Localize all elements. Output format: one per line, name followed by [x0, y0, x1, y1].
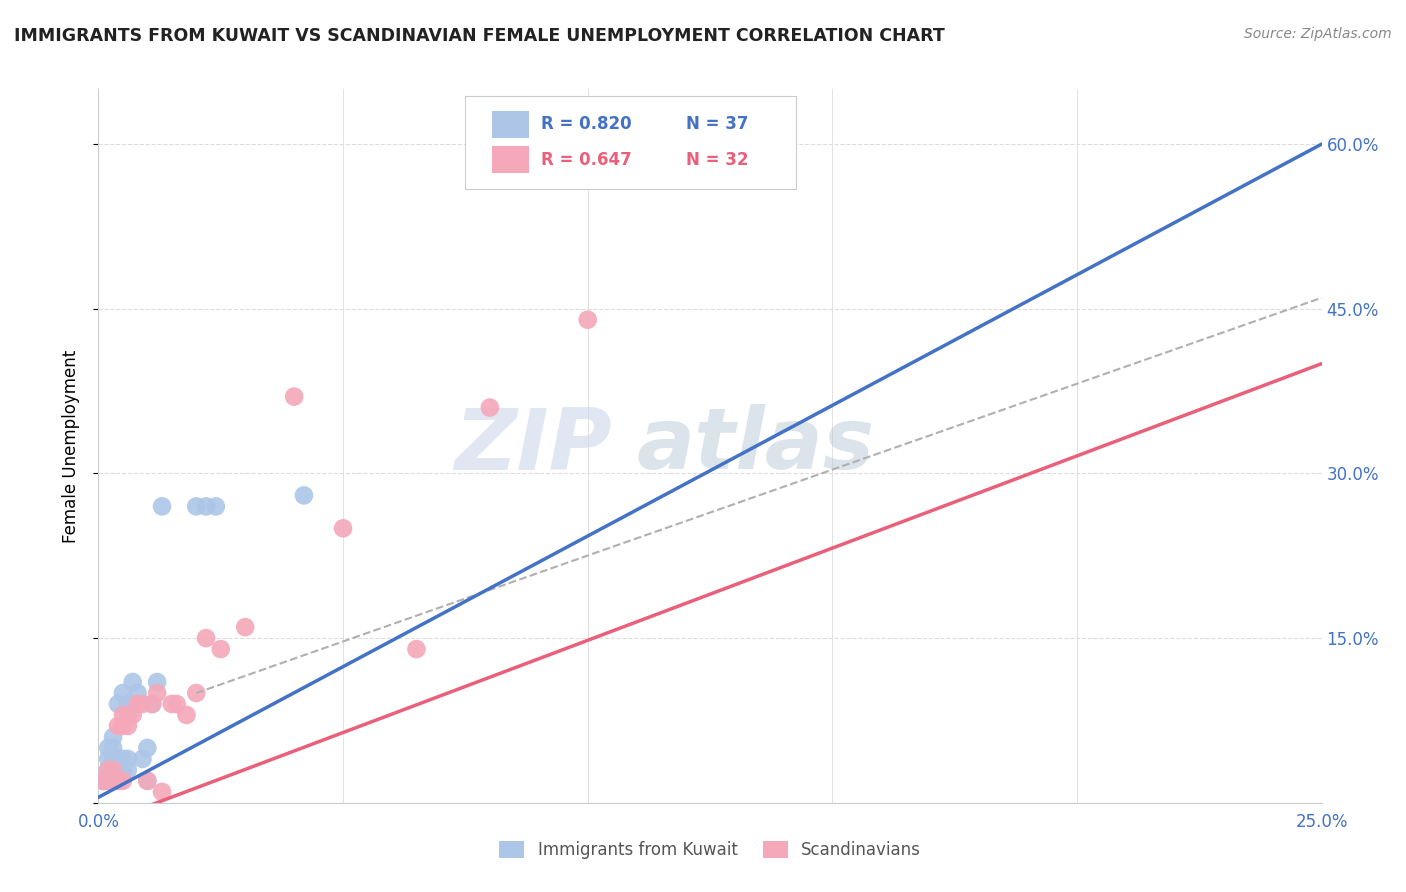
Point [136, 773, 159, 788]
Point [160, 697, 183, 711]
Point [141, 697, 163, 711]
Legend: Immigrants from Kuwait, Scandinavians: Immigrants from Kuwait, Scandinavians [492, 834, 928, 866]
Point [91, 773, 114, 788]
Point [131, 697, 153, 711]
Point [117, 719, 139, 733]
Point [107, 773, 129, 788]
Point [111, 763, 134, 777]
Point [127, 697, 149, 711]
Text: R = 0.647: R = 0.647 [541, 151, 631, 169]
Point [233, 620, 256, 634]
Point [136, 773, 159, 788]
Point [97, 763, 120, 777]
Point [150, 785, 173, 799]
Point [195, 631, 218, 645]
Point [91, 773, 114, 788]
Point [478, 401, 501, 415]
Point [117, 752, 139, 766]
Point [576, 312, 599, 326]
Text: Source: ZipAtlas.com: Source: ZipAtlas.com [1244, 27, 1392, 41]
Text: R = 0.820: R = 0.820 [541, 115, 631, 133]
Point [146, 675, 169, 690]
Point [97, 740, 120, 755]
Point [166, 697, 188, 711]
Point [97, 763, 120, 777]
Point [97, 763, 120, 777]
Point [107, 719, 129, 733]
Point [101, 763, 124, 777]
Point [675, 169, 697, 184]
Point [91, 773, 114, 788]
Point [117, 708, 139, 723]
Point [121, 708, 143, 723]
Point [107, 752, 129, 766]
Point [150, 500, 173, 514]
Point [101, 763, 124, 777]
Point [176, 708, 198, 723]
Point [121, 675, 143, 690]
Text: atlas: atlas [637, 404, 875, 488]
Point [405, 642, 427, 657]
Y-axis label: Female Unemployment: Female Unemployment [62, 350, 80, 542]
Point [186, 686, 208, 700]
Point [97, 773, 120, 788]
Point [117, 763, 139, 777]
Point [111, 752, 134, 766]
Point [127, 686, 149, 700]
Point [117, 697, 139, 711]
Text: ZIP: ZIP [454, 404, 612, 488]
Point [111, 686, 134, 700]
Point [195, 500, 218, 514]
Text: N = 32: N = 32 [686, 151, 748, 169]
Point [91, 773, 114, 788]
Point [97, 773, 120, 788]
Text: IMMIGRANTS FROM KUWAIT VS SCANDINAVIAN FEMALE UNEMPLOYMENT CORRELATION CHART: IMMIGRANTS FROM KUWAIT VS SCANDINAVIAN F… [14, 27, 945, 45]
Point [101, 773, 124, 788]
Point [111, 773, 134, 788]
Point [283, 390, 305, 404]
Point [101, 752, 124, 766]
Point [107, 763, 129, 777]
Point [141, 697, 163, 711]
Point [121, 697, 143, 711]
Point [205, 500, 228, 514]
Point [131, 752, 153, 766]
Point [209, 642, 232, 657]
FancyBboxPatch shape [465, 96, 796, 189]
Point [101, 763, 124, 777]
Point [107, 773, 129, 788]
Point [186, 500, 208, 514]
Point [101, 773, 124, 788]
Text: N = 37: N = 37 [686, 115, 748, 133]
Point [292, 488, 315, 502]
Point [111, 719, 134, 733]
FancyBboxPatch shape [492, 111, 529, 137]
Point [107, 697, 129, 711]
Point [101, 740, 124, 755]
Point [111, 708, 134, 723]
Point [101, 730, 124, 744]
FancyBboxPatch shape [492, 146, 529, 173]
Point [332, 521, 354, 535]
Point [146, 686, 169, 700]
Point [97, 752, 120, 766]
Point [136, 740, 159, 755]
